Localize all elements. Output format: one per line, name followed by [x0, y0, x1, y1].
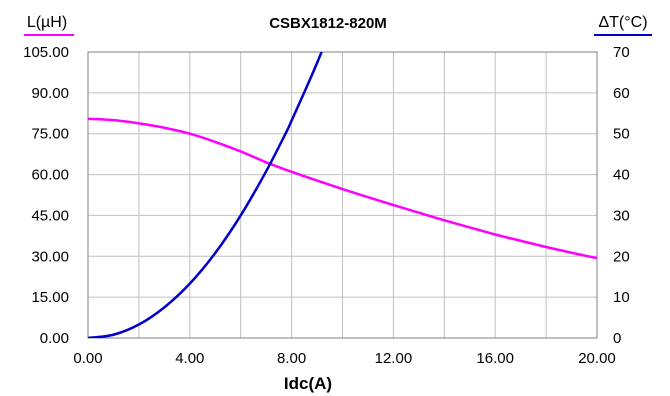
x-tick-label: 12.00 [375, 350, 413, 367]
y-right-tick-label: 20 [613, 248, 630, 265]
x-tick-label: 0.00 [73, 350, 102, 367]
temperature-rise-line [88, 52, 323, 338]
y-left-tick-label: 45.00 [31, 207, 69, 224]
chart-title: CSBX1812-820M [269, 15, 387, 32]
x-tick-label: 8.00 [277, 350, 306, 367]
grid [88, 52, 597, 338]
series-layer [88, 52, 597, 338]
left-axis-label: L(µH) [27, 14, 67, 31]
y-left-tick-label: 15.00 [31, 289, 69, 306]
y-right-tick-labels: 0 10 20 30 40 50 60 70 [613, 44, 630, 347]
y-right-tick-label: 50 [613, 126, 630, 143]
y-right-tick-label: 30 [613, 207, 630, 224]
right-axis-label: ΔT(°C) [598, 14, 647, 31]
x-tick-label: 4.00 [175, 350, 204, 367]
y-left-tick-label: 60.00 [31, 167, 69, 184]
x-tick-label: 16.00 [476, 350, 514, 367]
x-tick-labels: 0.00 4.00 8.00 12.00 16.00 20.00 [73, 350, 615, 367]
y-left-tick-label: 75.00 [31, 126, 69, 143]
y-right-tick-label: 70 [613, 44, 630, 61]
x-axis-label: Idc(A) [284, 374, 332, 393]
inductance-line [88, 117, 597, 260]
y-left-tick-label: 30.00 [31, 248, 69, 265]
y-left-tick-label: 90.00 [31, 85, 69, 102]
y-right-tick-label: 0 [613, 330, 621, 347]
y-right-tick-label: 40 [613, 167, 630, 184]
y-left-tick-label: 105.00 [23, 44, 69, 61]
y-right-tick-label: 60 [613, 85, 630, 102]
plot-border [87, 51, 598, 339]
x-tick-label: 20.00 [578, 350, 616, 367]
y-left-tick-labels: 0.00 15.00 30.00 45.00 60.00 75.00 90.00 105.00 [23, 44, 69, 347]
y-left-tick-label: 0.00 [40, 330, 69, 347]
plot-frame [87, 51, 598, 339]
y-right-tick-label: 10 [613, 289, 630, 306]
